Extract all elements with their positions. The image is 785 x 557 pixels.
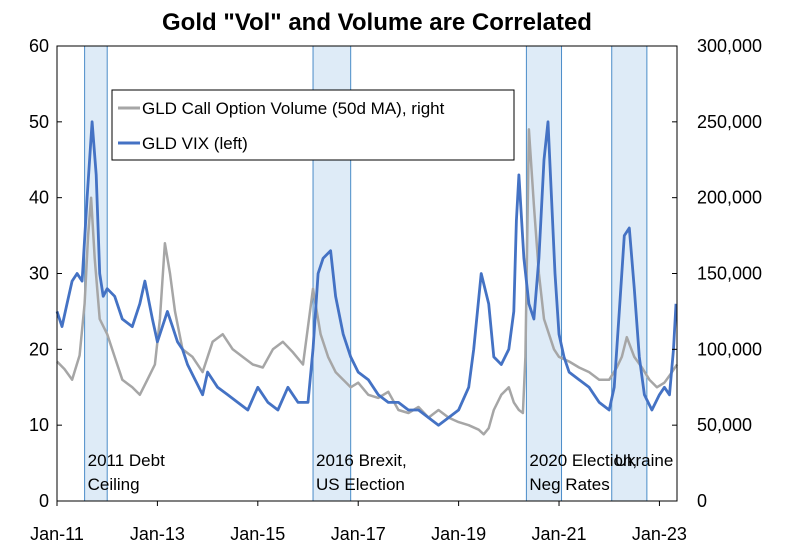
left-tick-label-2: 20 <box>29 339 49 359</box>
x-tick-label-5: Jan-21 <box>532 524 587 544</box>
right-tick-label-5: 250,000 <box>697 112 762 132</box>
left-tick-label-4: 40 <box>29 188 49 208</box>
left-tick-label-1: 10 <box>29 415 49 435</box>
series-line-gld-call-volume <box>56 128 679 436</box>
event-label-0-line-0: 2011 Debt <box>88 451 165 470</box>
x-tick-label-0: Jan-11 <box>30 524 84 544</box>
left-tick-label-0: 0 <box>39 491 49 511</box>
x-tick-label-1: Jan-13 <box>130 524 185 544</box>
series-line-gld-vix <box>55 120 678 427</box>
event-labels: 2011 Debt Ceiling 2016 Brexit, US Election 2… <box>88 451 674 494</box>
x-axis-ticks: Jan-11 Jan-13 Jan-15 Jan-17 Jan-19 Jan-21 Jan-… <box>30 501 687 544</box>
right-tick-label-4: 200,000 <box>697 188 762 208</box>
right-tick-label-6: 300,000 <box>697 36 762 56</box>
event-label-3-line-0: Ukraine <box>615 451 674 470</box>
legend-box <box>111 89 515 161</box>
legend-label-gld-call-volume: GLD Call Option Volume (50d MA), right <box>142 99 445 118</box>
left-axis-ticks: 0 10 20 30 40 50 60 <box>29 36 62 511</box>
event-label-2-line-0: 2020 Election, <box>529 451 637 470</box>
event-label-1-line-1: US Election <box>316 475 405 494</box>
legend: GLD Call Option Volume (50d MA), right G… <box>111 89 515 161</box>
left-tick-label-5: 50 <box>29 112 49 132</box>
right-tick-label-1: 50,000 <box>697 415 752 435</box>
right-tick-label-3: 150,000 <box>697 264 762 284</box>
x-tick-label-2: Jan-15 <box>230 524 285 544</box>
series-lines <box>55 120 679 436</box>
event-label-1-line-0: 2016 Brexit, <box>316 451 407 470</box>
right-axis-ticks: 0 50,000 100,000 150,000 200,000 250,000 300,0… <box>672 36 762 511</box>
chart-title: Gold "Vol" and Volume are Correlated <box>162 9 592 36</box>
legend-label-gld-vix: GLD VIX (left) <box>142 134 248 153</box>
event-label-0-line-1: Ceiling <box>88 475 140 494</box>
left-tick-label-6: 60 <box>29 36 49 56</box>
left-tick-label-3: 30 <box>29 264 49 284</box>
x-tick-label-6: Jan-23 <box>632 524 687 544</box>
x-tick-label-3: Jan-17 <box>331 524 386 544</box>
right-tick-label-0: 0 <box>697 491 707 511</box>
right-tick-label-2: 100,000 <box>697 339 762 359</box>
x-tick-label-4: Jan-19 <box>431 524 486 544</box>
event-band-3 <box>611 45 648 502</box>
event-label-2-line-1: Neg Rates <box>529 475 609 494</box>
